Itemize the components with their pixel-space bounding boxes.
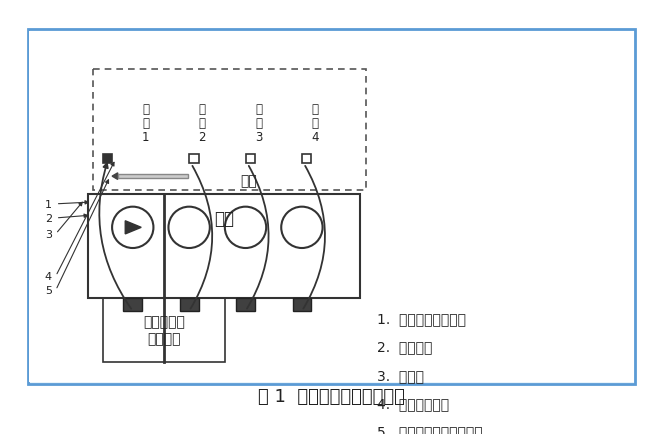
Bar [245,155,255,164]
Text: 通
道
3: 通 道 3 [255,103,263,144]
Bar [302,155,312,164]
Bar [123,298,142,311]
Bar [236,298,255,311]
Ellipse shape [168,207,210,248]
Text: 4.  电极针连接器: 4. 电极针连接器 [377,396,450,410]
Bar [103,155,112,164]
Text: 5.  专用的电极针（若有）: 5. 专用的电极针（若有） [377,424,483,434]
Text: 通
道
2: 通 道 2 [198,103,206,144]
Ellipse shape [225,207,266,248]
Text: 2: 2 [44,214,52,224]
Bar [189,155,198,164]
Ellipse shape [112,207,153,248]
Bar [88,195,360,298]
Text: 图 1  电针治疗仪结构示意图: 图 1 电针治疗仪结构示意图 [258,387,405,404]
Text: 5: 5 [44,286,52,296]
Text: 电源适配器
（若有）: 电源适配器 （若有） [143,315,185,345]
Bar [118,175,188,179]
Text: 4: 4 [44,272,52,282]
Text: 3.  电极线: 3. 电极线 [377,368,424,382]
Text: 通
道
1: 通 道 1 [142,103,150,144]
Text: 附件: 附件 [240,174,257,188]
Text: 1: 1 [44,199,52,209]
Bar [28,30,635,385]
Ellipse shape [281,207,323,248]
Text: 2.  输出端子: 2. 输出端子 [377,340,432,354]
Text: 1.  输出强度调节装置: 1. 输出强度调节装置 [377,312,466,326]
Bar [93,70,366,191]
Bar [292,298,312,311]
Text: 通
道
4: 通 道 4 [312,103,319,144]
Bar [180,298,198,311]
Bar [29,32,634,382]
Text: 3: 3 [44,230,52,240]
Text: 主机: 主机 [214,210,234,227]
Polygon shape [125,221,141,234]
Bar [103,298,225,362]
Polygon shape [112,174,118,180]
